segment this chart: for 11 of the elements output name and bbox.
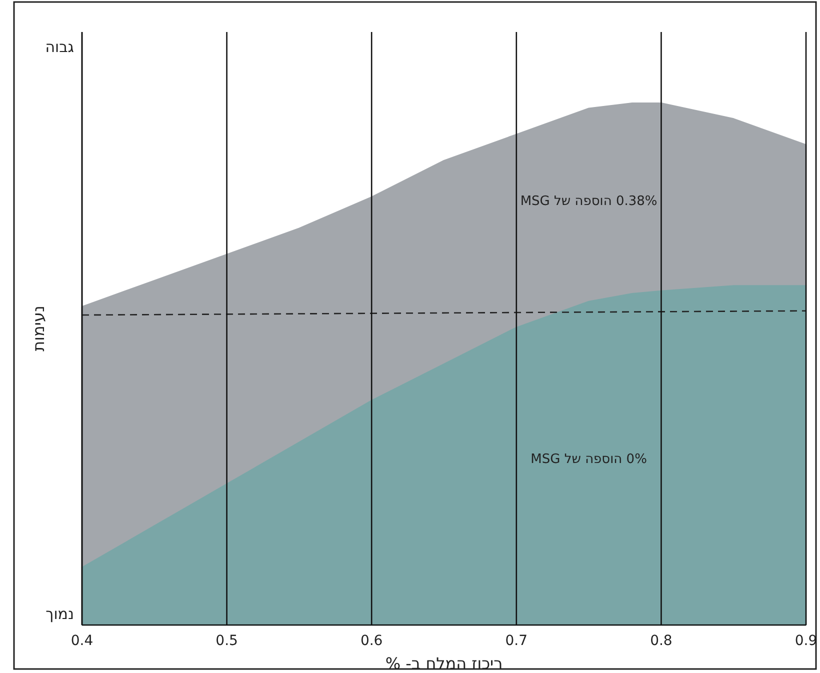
x-tick-label: 0.6 xyxy=(360,633,383,649)
x-tick-label: 0.9 xyxy=(794,633,818,649)
x-tick-label: 0.7 xyxy=(505,633,528,649)
text: נמוך xyxy=(46,605,74,623)
series-label: 0% הוספה של MSG xyxy=(530,452,647,468)
x-tick-label: 0.5 xyxy=(216,633,238,649)
x-tick-label: 0.4 xyxy=(70,633,94,649)
x-tick-label: 0.8 xyxy=(650,633,672,649)
y-axis-title: נעימות xyxy=(29,306,48,352)
series-label: 0.38% הוספה של MSG xyxy=(520,194,658,209)
text: גבוה xyxy=(45,38,74,56)
